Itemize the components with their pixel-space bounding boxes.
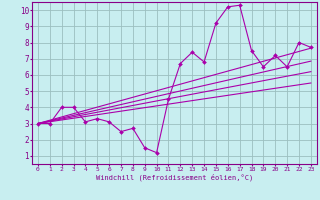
X-axis label: Windchill (Refroidissement éolien,°C): Windchill (Refroidissement éolien,°C) bbox=[96, 173, 253, 181]
